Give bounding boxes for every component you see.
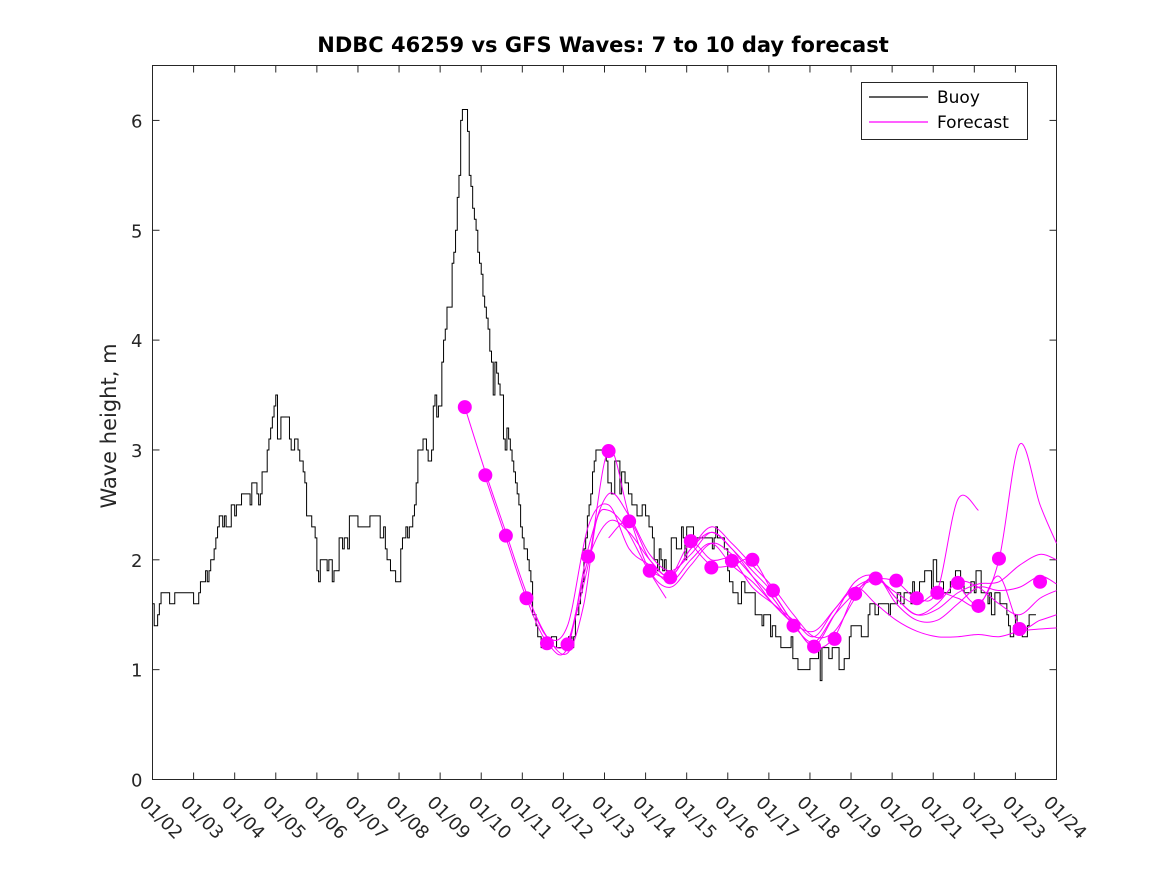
forecast-marker: [848, 586, 863, 601]
forecast-marker: [642, 563, 657, 578]
forecast-marker: [622, 514, 637, 529]
x-tick-label: 01/08: [382, 792, 434, 844]
x-tick-label: 01/23: [998, 792, 1050, 844]
x-tick-label: 01/10: [464, 792, 516, 844]
forecast-run-5: [608, 520, 1057, 646]
forecast-marker: [663, 570, 678, 585]
forecast-marker: [971, 598, 986, 613]
forecast-marker: [868, 571, 883, 586]
x-tick-label: 01/05: [258, 792, 310, 844]
x-tick-label: 01/06: [299, 792, 351, 844]
forecast-marker: [827, 631, 842, 646]
forecast-marker: [807, 639, 822, 654]
forecast-marker: [745, 552, 760, 567]
x-tick-label: 01/20: [875, 792, 927, 844]
y-tick-label: 3: [131, 441, 142, 462]
y-tick-label: 0: [131, 771, 142, 792]
forecast-run-3: [546, 519, 1057, 649]
x-tick-label: 01/15: [669, 792, 721, 844]
forecast-marker: [1012, 622, 1027, 637]
y-tick-label: 1: [131, 661, 142, 682]
legend-box: [861, 82, 1028, 140]
x-tick-label: 01/12: [546, 792, 598, 844]
forecast-run-4: [567, 448, 1057, 648]
y-tick-label: 6: [131, 111, 142, 132]
forecast-marker: [683, 534, 698, 549]
forecast-marker: [519, 591, 534, 606]
legend-label-forecast: Forecast: [937, 113, 1009, 133]
forecast-marker: [1033, 574, 1048, 589]
x-tick-label: 01/02: [135, 792, 187, 844]
forecast-marker: [457, 400, 472, 415]
forecast-marker: [930, 585, 945, 600]
forecast-marker: [724, 553, 739, 568]
y-axis-label: Wave height, m: [97, 343, 121, 508]
forecast-marker: [889, 573, 904, 588]
chart-title: NDBC 46259 vs GFS Waves: 7 to 10 day for…: [317, 33, 888, 57]
x-tick-label: 01/19: [834, 792, 886, 844]
forecast-marker: [765, 583, 780, 598]
legend-label-buoy: Buoy: [937, 88, 980, 108]
x-tick-label: 01/22: [957, 792, 1009, 844]
x-tick-label: 01/21: [916, 792, 968, 844]
forecast-markers: [457, 400, 1048, 654]
forecast-marker: [601, 444, 616, 459]
x-tick-label: 01/16: [710, 792, 762, 844]
legend: Buoy Forecast: [861, 82, 1028, 140]
x-tick-label: 01/14: [628, 792, 680, 844]
x-tick-label: 01/03: [176, 792, 228, 844]
x-tick-label: 01/04: [217, 792, 269, 844]
forecast-marker: [560, 637, 575, 652]
x-tick-label: 01/17: [751, 792, 803, 844]
forecast-marker: [498, 528, 513, 543]
forecast-marker: [991, 551, 1006, 566]
x-tick-label: 01/24: [1039, 792, 1091, 844]
forecast-marker: [909, 591, 924, 606]
forecast-marker: [581, 549, 596, 564]
forecast-marker: [950, 575, 965, 590]
x-tick-label: 01/07: [340, 792, 392, 844]
forecast-marker: [786, 618, 801, 633]
forecast-marker: [539, 636, 554, 651]
x-tick-label: 01/18: [792, 792, 844, 844]
forecast-marker: [478, 468, 493, 483]
x-tick-label: 01/13: [587, 792, 639, 844]
forecast-marker: [704, 560, 719, 575]
y-tick-label: 2: [131, 551, 142, 572]
plot-area: [152, 65, 1057, 780]
x-tick-label: 01/11: [505, 792, 557, 844]
y-tick-label: 5: [131, 221, 142, 242]
forecast-run-0: [464, 406, 667, 655]
forecast-run-1: [484, 477, 794, 656]
y-tick-label: 4: [131, 331, 142, 352]
x-tick-label: 01/09: [423, 792, 475, 844]
